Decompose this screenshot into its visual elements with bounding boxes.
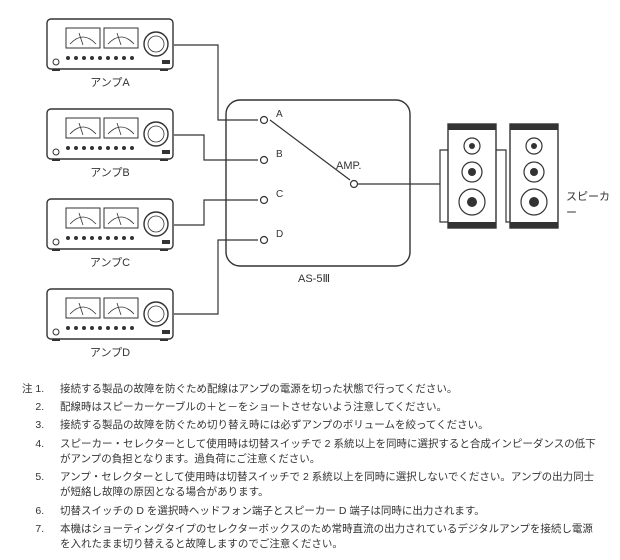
speaker-label: スピーカー (566, 188, 620, 220)
port-label-a: A (276, 109, 283, 120)
note-body: 本機はショーティングタイプのセレクターボックスのため常時直流の出力されているデジ… (60, 522, 598, 552)
amp-b: アンプB (46, 108, 174, 180)
note-row: 7.本機はショーティングタイプのセレクターボックスのため常時直流の出力されている… (22, 522, 598, 552)
notes-list: 注 1.接続する製品の故障を防ぐため配線はアンプの電源を切った状態で行ってくださ… (22, 382, 598, 555)
selector-model-label: AS-5Ⅲ (298, 272, 330, 285)
note-body: スピーカー・セレクターとして使用時は切替スイッチで 2 系統以上を同時に選択する… (60, 437, 598, 467)
amp-c-label: アンプC (46, 254, 174, 270)
note-row: 6.切替スイッチの D を選択時ヘッドフォン端子とスピーカー D 端子は同時に出… (22, 504, 598, 519)
note-index: 3. (22, 418, 60, 433)
note-row: 2.配線時はスピーカーケーブルの＋と－をショートさせないよう注意してください。 (22, 400, 598, 415)
amp-c: アンプC (46, 198, 174, 270)
port-node-d (261, 237, 268, 244)
note-body: 切替スイッチの D を選択時ヘッドフォン端子とスピーカー D 端子は同時に出力さ… (60, 504, 598, 519)
speaker-right (510, 124, 558, 228)
port-node-b (261, 157, 268, 164)
port-label-c: C (276, 189, 283, 200)
note-index: 4. (22, 437, 60, 467)
amp-a-label: アンプA (46, 74, 174, 90)
note-index: 7. (22, 522, 60, 552)
amp-a: アンプA (46, 18, 174, 90)
note-index: 注 1. (22, 382, 60, 397)
note-row: 5.アンプ・セレクターとして使用時は切替スイッチで 2 系統以上を同時に選択しな… (22, 470, 598, 500)
note-body: アンプ・セレクターとして使用時は切替スイッチで 2 系統以上を同時に選択しないで… (60, 470, 598, 500)
note-index: 5. (22, 470, 60, 500)
selector-box (226, 100, 410, 266)
note-body: 接続する製品の故障を防ぐため配線はアンプの電源を切った状態で行ってください。 (60, 382, 598, 397)
note-body: 接続する製品の故障を防ぐため切り替え時には必ずアンプのボリュームを絞ってください… (60, 418, 598, 433)
amp-d: アンプD (46, 288, 174, 360)
note-index: 6. (22, 504, 60, 519)
amp-out-label: AMP. (336, 160, 361, 172)
amp-out-node (351, 181, 358, 188)
port-label-d: D (276, 229, 283, 240)
note-body: 配線時はスピーカーケーブルの＋と－をショートさせないよう注意してください。 (60, 400, 598, 415)
amp-b-label: アンプB (46, 164, 174, 180)
note-row: 3.接続する製品の故障を防ぐため切り替え時には必ずアンプのボリュームを絞ってくだ… (22, 418, 598, 433)
port-node-c (261, 197, 268, 204)
note-row: 4.スピーカー・セレクターとして使用時は切替スイッチで 2 系統以上を同時に選択… (22, 437, 598, 467)
port-node-a (261, 117, 268, 124)
amp-d-label: アンプD (46, 344, 174, 360)
speaker-left (448, 124, 496, 228)
note-index: 2. (22, 400, 60, 415)
note-row: 注 1.接続する製品の故障を防ぐため配線はアンプの電源を切った状態で行ってくださ… (22, 382, 598, 397)
wiring-diagram: アンプA アンプB アンプC アンプD A B C D AMP. AS-5Ⅲ ス… (0, 0, 620, 370)
port-label-b: B (276, 149, 283, 160)
